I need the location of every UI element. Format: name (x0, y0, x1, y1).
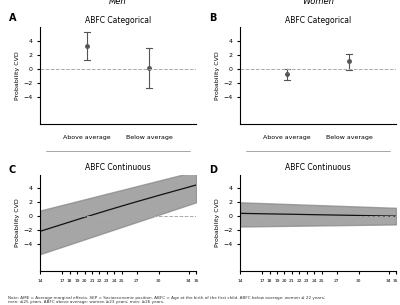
Y-axis label: Probability CVD: Probability CVD (15, 199, 20, 247)
Y-axis label: Probability CVD: Probability CVD (15, 52, 20, 100)
Y-axis label: Probability CVD: Probability CVD (215, 199, 220, 247)
Title: ABFC Categorical: ABFC Categorical (285, 16, 351, 25)
Text: B: B (209, 13, 216, 23)
Text: C: C (9, 165, 16, 175)
Title: ABFC Continuous: ABFC Continuous (85, 163, 151, 172)
Text: Note: AME = Average marginal effects. SEP = Socioeconomic position. ABFC = Age a: Note: AME = Average marginal effects. SE… (8, 296, 325, 304)
Text: D: D (209, 165, 217, 175)
Y-axis label: Probability CVD: Probability CVD (215, 52, 220, 100)
Text: Women: Women (302, 0, 334, 6)
Title: ABFC Continuous: ABFC Continuous (285, 163, 351, 172)
Title: ABFC Categorical: ABFC Categorical (85, 16, 151, 25)
Text: Men: Men (109, 0, 127, 6)
Text: A: A (9, 13, 16, 23)
